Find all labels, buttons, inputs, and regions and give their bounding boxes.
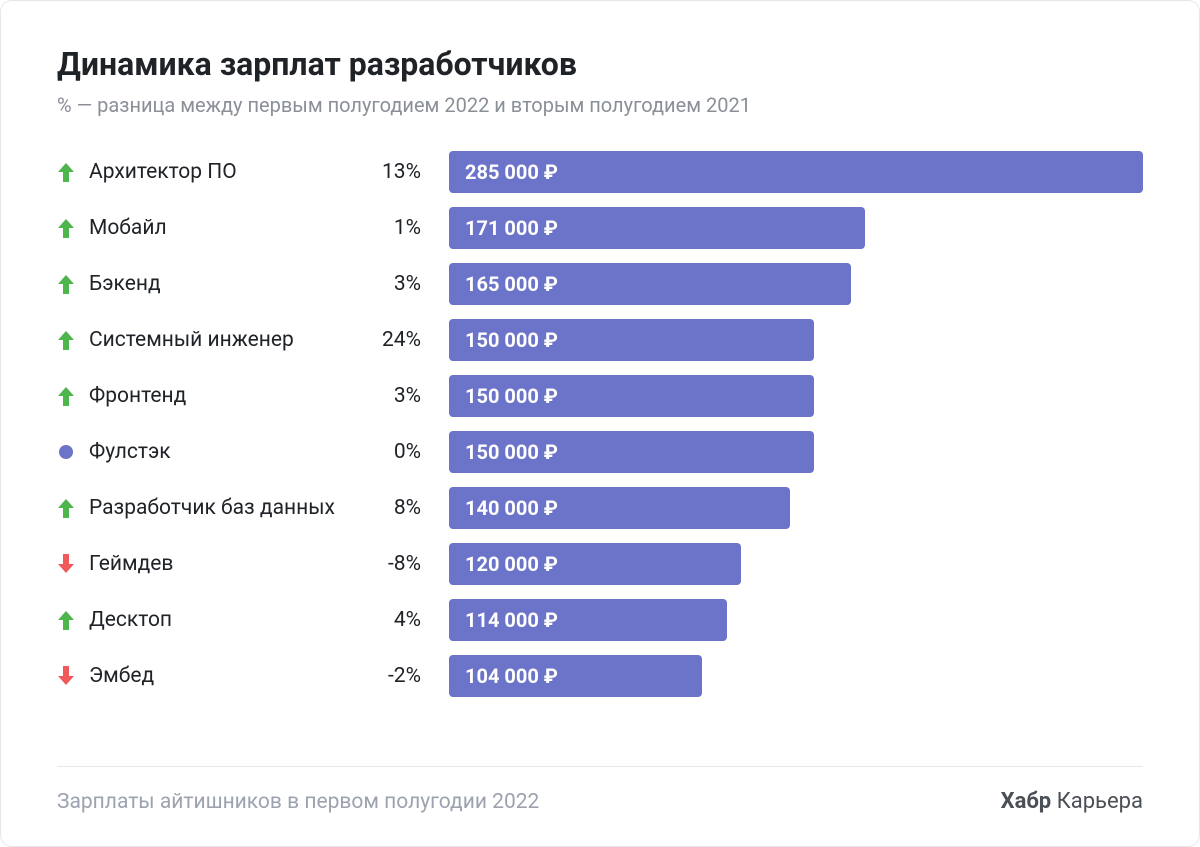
chart-row: Бэкенд3% 165 000 ₽ — [57, 263, 1143, 305]
row-percent: -2% — [369, 664, 449, 688]
bar-value-label: 104 000 ₽ — [465, 664, 558, 688]
bar-track: 150 000 ₽ — [449, 319, 1143, 361]
row-percent: 4% — [369, 608, 449, 632]
footer-caption: Зарплаты айтишников в первом полугодии 2… — [57, 790, 539, 814]
row-label: Десктоп — [89, 608, 369, 632]
bar: 150 000 ₽ — [449, 375, 814, 417]
bar-value-label: 285 000 ₽ — [465, 160, 558, 184]
bar-value-label: 150 000 ₽ — [465, 384, 558, 408]
bar-chart: Архитектор ПО13% 285 000 ₽ Мобайл1% 171 000… — [57, 151, 1143, 738]
row-percent: -8% — [369, 552, 449, 576]
row-percent: 3% — [369, 384, 449, 408]
footer-brand-rest: Карьера — [1051, 789, 1143, 814]
bar: 285 000 ₽ — [449, 151, 1143, 193]
chart-row: Фулстэк0% 150 000 ₽ — [57, 431, 1143, 473]
row-percent: 3% — [369, 272, 449, 296]
bar-value-label: 114 000 ₽ — [465, 608, 558, 632]
bar-track: 140 000 ₽ — [449, 487, 1143, 529]
row-label: Эмбед — [89, 664, 369, 688]
row-percent: 1% — [369, 216, 449, 240]
bar: 140 000 ₽ — [449, 487, 790, 529]
bar: 114 000 ₽ — [449, 599, 727, 641]
bar-value-label: 171 000 ₽ — [465, 216, 558, 240]
salary-chart-card: Динамика зарплат разработчиков % — разни… — [0, 0, 1200, 847]
footer-brand: Хабр Карьера — [1001, 789, 1143, 814]
arrow-up-icon — [57, 273, 89, 295]
bar-value-label: 140 000 ₽ — [465, 496, 558, 520]
footer-brand-bold: Хабр — [1001, 789, 1051, 814]
chart-row: Геймдев-8% 120 000 ₽ — [57, 543, 1143, 585]
bar-track: 150 000 ₽ — [449, 375, 1143, 417]
row-label: Мобайл — [89, 216, 369, 240]
arrow-up-icon — [57, 385, 89, 407]
bar-value-label: 120 000 ₽ — [465, 552, 558, 576]
row-label: Системный инженер — [89, 328, 369, 352]
arrow-up-icon — [57, 609, 89, 631]
chart-row: Фронтенд3% 150 000 ₽ — [57, 375, 1143, 417]
row-percent: 8% — [369, 496, 449, 520]
card-footer: Зарплаты айтишников в первом полугодии 2… — [57, 766, 1143, 814]
row-percent: 24% — [369, 328, 449, 352]
arrow-up-icon — [57, 161, 89, 183]
chart-row: Мобайл1% 171 000 ₽ — [57, 207, 1143, 249]
chart-subtitle: % — разница между первым полугодием 2022… — [57, 93, 1143, 117]
row-label: Разработчик баз данных — [89, 496, 369, 520]
row-label: Геймдев — [89, 552, 369, 576]
arrow-down-icon — [57, 553, 89, 575]
bar: 171 000 ₽ — [449, 207, 865, 249]
bar-track: 114 000 ₽ — [449, 599, 1143, 641]
chart-row: Разработчик баз данных8% 140 000 ₽ — [57, 487, 1143, 529]
row-label: Архитектор ПО — [89, 160, 369, 184]
chart-row: Эмбед-2% 104 000 ₽ — [57, 655, 1143, 697]
bar-value-label: 150 000 ₽ — [465, 440, 558, 464]
bar: 104 000 ₽ — [449, 655, 702, 697]
bar: 150 000 ₽ — [449, 431, 814, 473]
bar-value-label: 150 000 ₽ — [465, 328, 558, 352]
row-label: Фулстэк — [89, 440, 369, 464]
bar: 165 000 ₽ — [449, 263, 851, 305]
bar-value-label: 165 000 ₽ — [465, 272, 558, 296]
bar-track: 104 000 ₽ — [449, 655, 1143, 697]
dot-icon — [57, 441, 89, 463]
chart-title: Динамика зарплат разработчиков — [57, 45, 1143, 83]
bar-track: 120 000 ₽ — [449, 543, 1143, 585]
row-label: Бэкенд — [89, 272, 369, 296]
row-percent: 0% — [369, 440, 449, 464]
row-label: Фронтенд — [89, 384, 369, 408]
arrow-up-icon — [57, 217, 89, 239]
chart-row: Десктоп4% 114 000 ₽ — [57, 599, 1143, 641]
row-percent: 13% — [369, 160, 449, 184]
bar: 150 000 ₽ — [449, 319, 814, 361]
bar-track: 165 000 ₽ — [449, 263, 1143, 305]
bar-track: 285 000 ₽ — [449, 151, 1143, 193]
chart-row: Архитектор ПО13% 285 000 ₽ — [57, 151, 1143, 193]
arrow-down-icon — [57, 665, 89, 687]
chart-row: Системный инженер24% 150 000 ₽ — [57, 319, 1143, 361]
bar-track: 171 000 ₽ — [449, 207, 1143, 249]
bar-track: 150 000 ₽ — [449, 431, 1143, 473]
bar: 120 000 ₽ — [449, 543, 741, 585]
arrow-up-icon — [57, 329, 89, 351]
arrow-up-icon — [57, 497, 89, 519]
